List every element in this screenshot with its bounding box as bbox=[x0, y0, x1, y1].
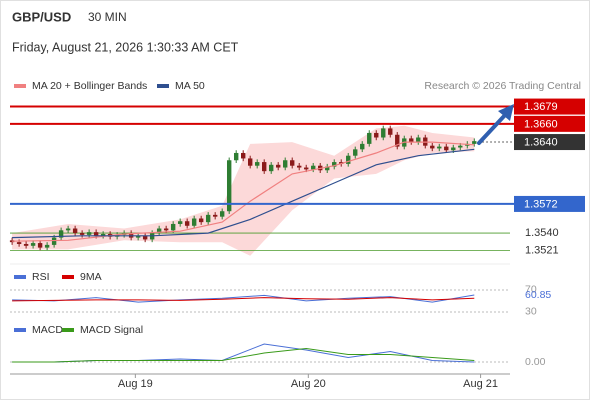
candle-body bbox=[93, 232, 99, 236]
legend-label: MA 20 + Bollinger Bands bbox=[32, 80, 147, 92]
candle-body bbox=[212, 214, 218, 217]
candle-body bbox=[233, 152, 239, 161]
symbol: GBP/USD bbox=[12, 9, 71, 24]
indicator-line bbox=[12, 347, 475, 363]
y-tick-label: 0.00 bbox=[525, 356, 546, 368]
candle-body bbox=[416, 137, 421, 143]
candle-body bbox=[360, 143, 365, 150]
candle-body bbox=[184, 221, 190, 226]
candle-body bbox=[409, 138, 414, 143]
candle-body bbox=[79, 233, 85, 235]
candle-body bbox=[311, 165, 316, 170]
level-label: 1.3640 bbox=[524, 136, 558, 148]
candle-body bbox=[30, 243, 36, 246]
candle-body bbox=[177, 221, 183, 224]
level-box bbox=[514, 98, 585, 115]
candle-body bbox=[163, 228, 169, 231]
legend-label: MACD Signal bbox=[80, 324, 143, 336]
candle-body bbox=[346, 155, 351, 164]
candle-body bbox=[135, 235, 141, 238]
candle-body bbox=[332, 162, 337, 167]
candle-body bbox=[191, 218, 197, 226]
level-box bbox=[514, 134, 585, 151]
x-tick-label: Aug 20 bbox=[291, 378, 326, 390]
candle-body bbox=[170, 223, 176, 231]
x-tick-label: Aug 21 bbox=[463, 378, 498, 390]
candle-body bbox=[283, 160, 288, 168]
legend-label: MA 50 bbox=[175, 80, 205, 92]
legend-label: 9MA bbox=[80, 271, 102, 283]
candle-body bbox=[388, 128, 393, 135]
credit: Research © 2026 Trading Central bbox=[424, 80, 581, 92]
candle-body bbox=[458, 145, 463, 148]
legend-label: RSI bbox=[32, 271, 50, 283]
y-tick-label: 70 bbox=[525, 284, 537, 296]
candle-body bbox=[100, 233, 106, 236]
forecast-arrow bbox=[477, 112, 508, 145]
candle-body bbox=[297, 165, 302, 168]
candle-body bbox=[226, 160, 232, 212]
level-label: 1.3540 bbox=[525, 227, 559, 239]
datetime: Friday, August 21, 2026 1:30:33 AM CET bbox=[12, 40, 239, 54]
candle-body bbox=[262, 162, 267, 172]
indicator-line bbox=[12, 297, 475, 302]
interval: 30 MIN bbox=[88, 10, 127, 24]
candle-body bbox=[219, 211, 225, 217]
candle-body bbox=[247, 158, 253, 166]
candle-body bbox=[72, 228, 78, 234]
candle-body bbox=[16, 242, 22, 244]
candle-body bbox=[65, 228, 71, 231]
moving-average bbox=[12, 141, 475, 242]
candle-body bbox=[276, 164, 281, 168]
candle-body bbox=[381, 128, 386, 138]
candle-body bbox=[325, 166, 330, 171]
level-label: 1.3660 bbox=[524, 118, 558, 130]
candle-body bbox=[198, 218, 204, 223]
candle-body bbox=[451, 147, 456, 151]
plot-layer: 1.3540 1.3521 MA 20 + Bollinger Bands MA 50… bbox=[9, 80, 585, 390]
candle-body bbox=[395, 134, 400, 147]
candle-body bbox=[23, 243, 29, 246]
candle-body bbox=[205, 214, 211, 223]
candle-body bbox=[374, 132, 379, 138]
candle-body bbox=[44, 244, 50, 248]
candle-body bbox=[156, 228, 162, 234]
candle-body bbox=[240, 152, 246, 159]
last-value-label: 60.85 bbox=[525, 289, 551, 301]
level-box bbox=[514, 115, 585, 132]
y-tick-label: 30 bbox=[525, 306, 537, 318]
candle-body bbox=[367, 132, 372, 144]
candle-body bbox=[444, 146, 449, 151]
candle-body bbox=[86, 232, 92, 235]
candle-body bbox=[142, 235, 148, 240]
candle-body bbox=[269, 164, 274, 172]
legend-label: MACD bbox=[32, 324, 63, 336]
candle-body bbox=[37, 243, 43, 248]
level-label: 1.3521 bbox=[525, 244, 559, 256]
candle-body bbox=[353, 149, 358, 156]
candle-body bbox=[430, 145, 435, 149]
forecast-arrowhead bbox=[498, 104, 514, 121]
candle-body bbox=[304, 167, 309, 170]
candle-body bbox=[472, 141, 477, 144]
level-label: 1.3679 bbox=[524, 101, 558, 113]
candle-body bbox=[51, 237, 57, 245]
moving-average bbox=[12, 148, 475, 239]
candle-body bbox=[58, 230, 64, 238]
candle-body bbox=[290, 160, 295, 166]
candle-body bbox=[437, 146, 442, 149]
candle-body bbox=[254, 162, 260, 166]
level-box bbox=[514, 195, 585, 212]
x-tick-label: Aug 19 bbox=[118, 378, 153, 390]
level-label: 1.3572 bbox=[524, 198, 558, 210]
